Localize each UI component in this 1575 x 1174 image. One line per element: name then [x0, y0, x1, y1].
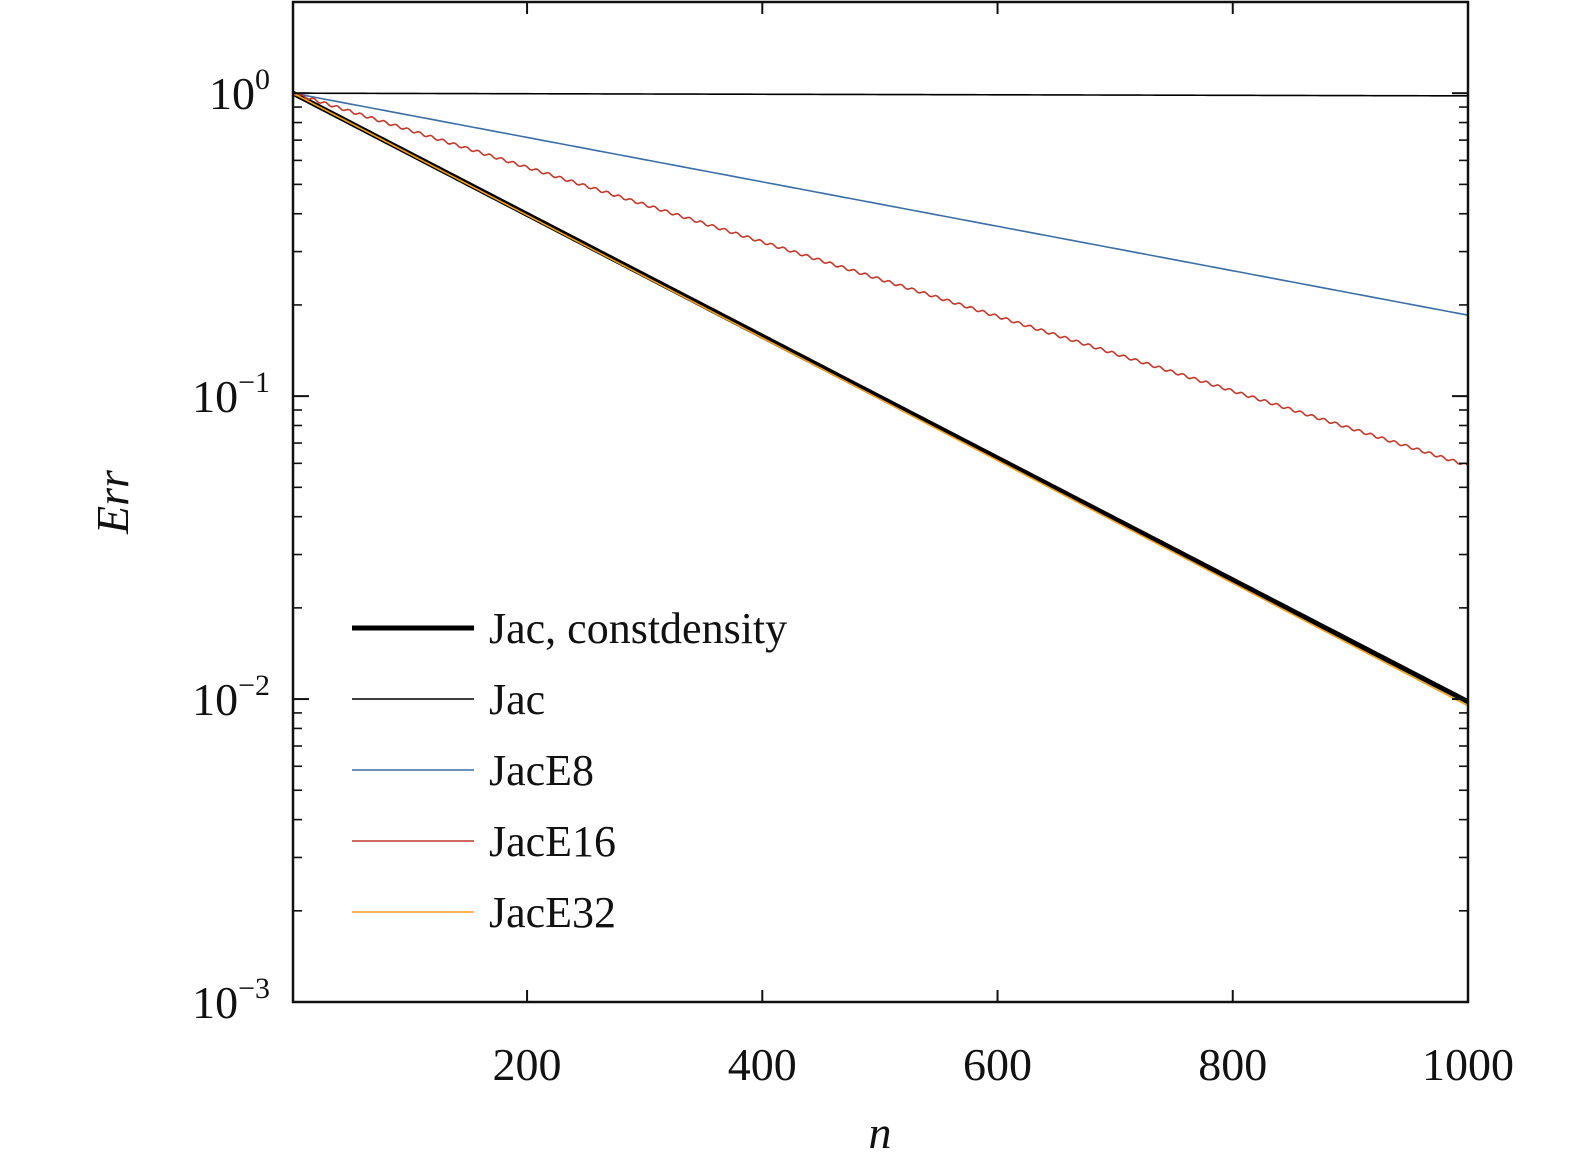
x-tick-label: 600: [963, 1039, 1032, 1090]
series-layer: [291, 90, 1470, 707]
series-line-3: [292, 92, 1469, 316]
x-axis-label: n: [869, 1107, 892, 1158]
tick-layer: 200 400 600 800 1000 10−3 10−2 10−1 100: [192, 2, 1514, 1090]
legend-label: Jac: [489, 675, 545, 724]
legend-label: JacE32: [489, 888, 616, 937]
x-tick-label: 1000: [1422, 1039, 1514, 1090]
legend: Jac, constdensity Jac JacE8 JacE16 JacE32: [352, 604, 787, 937]
series-line-5: [292, 92, 1469, 707]
y-tick-label: 10−1: [192, 366, 270, 422]
y-tick-label: 10−2: [192, 669, 270, 725]
plot-frame: [291, 0, 1470, 1004]
series-line-2: [292, 92, 1469, 97]
y-axis-label: Err: [87, 469, 138, 535]
y-tick-label: 100: [209, 63, 270, 119]
y-tick-label: 10−3: [192, 972, 270, 1028]
legend-label: JacE8: [489, 746, 594, 795]
x-tick-label: 800: [1198, 1039, 1267, 1090]
legend-label: JacE16: [489, 817, 616, 866]
series-line-4: [292, 92, 1469, 467]
x-tick-label: 200: [493, 1039, 562, 1090]
legend-label: Jac, constdensity: [489, 604, 787, 653]
x-tick-label: 400: [728, 1039, 797, 1090]
